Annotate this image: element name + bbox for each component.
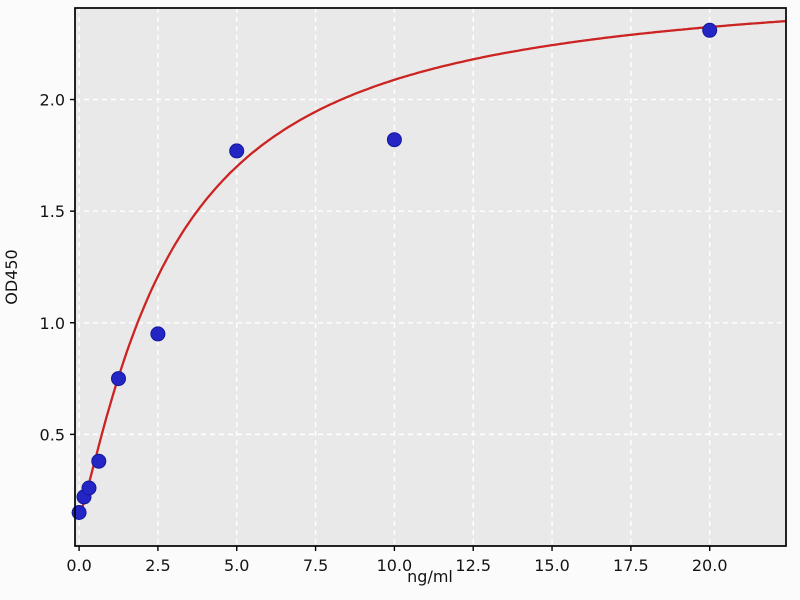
x-tick-label: 10.0 xyxy=(377,556,413,575)
plot-background xyxy=(75,8,786,546)
data-point xyxy=(150,326,166,342)
x-tick-label: 20.0 xyxy=(692,556,728,575)
data-point xyxy=(386,132,402,148)
x-tick-label: 17.5 xyxy=(613,556,649,575)
y-tick-label: 0.5 xyxy=(40,425,65,444)
plot-border xyxy=(74,7,787,547)
data-point xyxy=(111,371,126,387)
y-tick-label: 2.0 xyxy=(40,91,65,110)
data-point xyxy=(81,480,97,496)
data-point xyxy=(702,22,718,38)
data-point xyxy=(229,143,245,159)
y-tick-label: 1.5 xyxy=(40,202,65,221)
x-tick-label: 7.5 xyxy=(303,556,328,575)
x-tick-label: 5.0 xyxy=(224,556,249,575)
x-tick-label: 15.0 xyxy=(534,556,570,575)
fit-curve-line xyxy=(77,20,787,519)
x-tick-label: 12.5 xyxy=(455,556,491,575)
y-axis-label: OD450 xyxy=(2,249,21,304)
x-tick-label: 2.5 xyxy=(145,556,170,575)
y-tick-label: 1.0 xyxy=(40,314,65,333)
data-point xyxy=(91,453,107,469)
x-axis-label: ng/ml xyxy=(407,567,453,586)
x-tick-label: 0.0 xyxy=(66,556,91,575)
